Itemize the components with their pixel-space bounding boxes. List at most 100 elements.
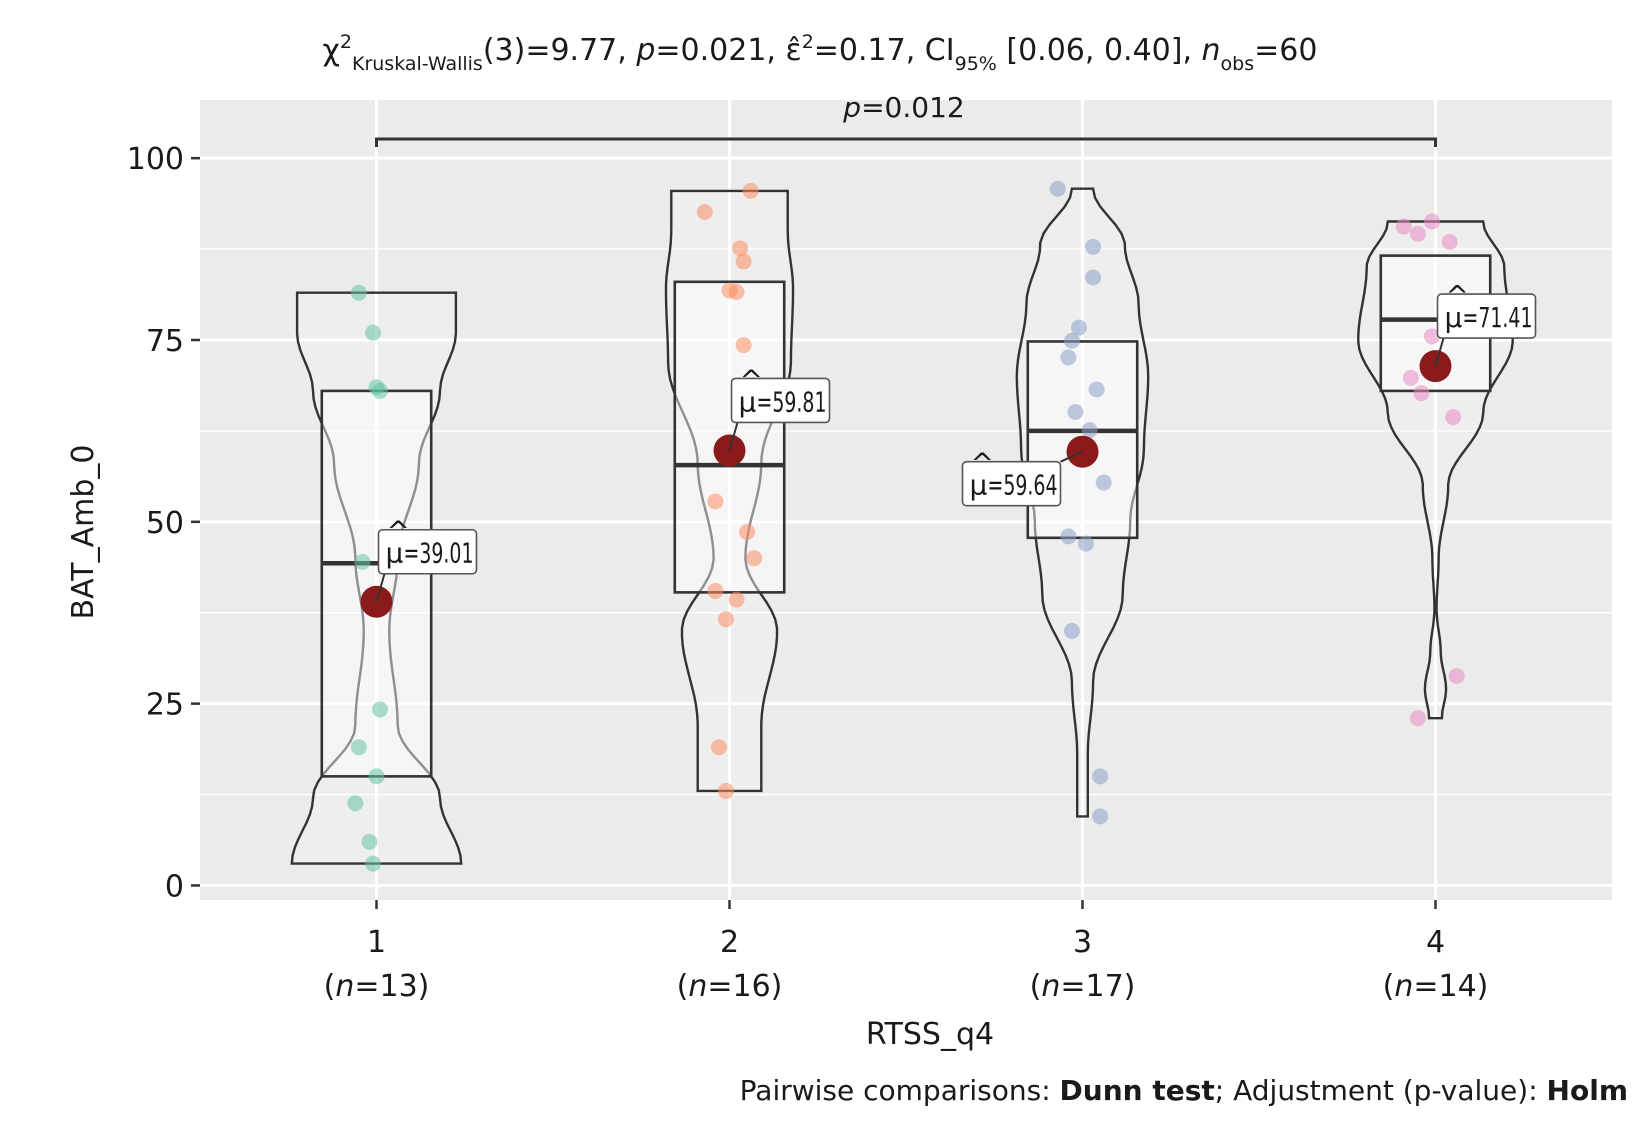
group-n-symbol: n	[1041, 969, 1060, 1004]
caption-method: Dunn test	[1060, 1074, 1215, 1107]
y-tick-label: 75	[146, 324, 184, 359]
mean-label-mu: μ	[739, 385, 757, 418]
caption-part-a: Pairwise comparisons:	[740, 1074, 1060, 1107]
title-eps-sup: 2	[802, 31, 814, 53]
data-point	[1423, 213, 1440, 230]
group-n-open: (	[324, 969, 336, 1004]
title-n: n	[1202, 33, 1221, 68]
title-chi-sub: Kruskal-Wallis	[352, 53, 483, 75]
pairwise-bracket	[375, 137, 1437, 147]
data-point	[728, 591, 745, 608]
x-axis-title: RTSS_q4	[866, 1017, 994, 1052]
data-point	[347, 795, 364, 812]
mean-label-mu: μ	[1445, 301, 1463, 334]
data-point	[1409, 710, 1426, 727]
data-point	[1085, 238, 1102, 255]
data-point	[350, 739, 367, 756]
x-group-n-label: (n=14)	[1383, 969, 1489, 1004]
title-chi-rest: (3)=9.77,	[483, 33, 637, 68]
data-point	[1445, 409, 1462, 426]
x-tick-label: 3	[1073, 925, 1092, 960]
mean-label-value: =59.64	[988, 469, 1058, 502]
x-group-n-label: (n=13)	[324, 969, 430, 1004]
y-tick-label: 0	[165, 869, 184, 904]
y-tick-label: 25	[146, 688, 184, 723]
mean-label-value: =39.01	[404, 537, 474, 570]
data-point	[350, 284, 367, 301]
x-tick-label: 4	[1426, 925, 1445, 960]
data-point	[1092, 808, 1109, 825]
group-n-open: (	[677, 969, 689, 1004]
data-point	[372, 382, 389, 399]
group-3: μ^=59.64	[961, 180, 1150, 825]
mean-label-mu: μ	[386, 537, 404, 570]
pairwise-comparison	[375, 137, 1437, 147]
group-n-count: =14)	[1413, 969, 1488, 1004]
data-point	[364, 324, 381, 341]
violin	[1015, 187, 1150, 818]
violin	[1357, 220, 1514, 720]
group-n-symbol: n	[335, 969, 354, 1004]
title-ci-sub: 95%	[955, 53, 997, 75]
data-point	[372, 701, 389, 718]
mean-label-box	[961, 460, 1062, 507]
title-eps: ε̂	[785, 33, 801, 68]
data-point	[364, 855, 381, 872]
title-eps-rest: =0.17, CI	[814, 33, 955, 68]
group-2: μ^=59.81	[664, 182, 831, 799]
mean-label-box	[730, 377, 831, 424]
chart-title: χ2Kruskal-Wallis(3)=9.77, p=0.021, ε̂2=0…	[323, 31, 1318, 75]
data-point	[1402, 369, 1419, 386]
title-p-rest: =0.021,	[655, 33, 785, 68]
data-point	[1088, 381, 1105, 398]
mean-label-mu: μ	[970, 469, 988, 502]
data-point	[1409, 225, 1426, 242]
mean-label-box	[377, 528, 478, 575]
data-point	[742, 182, 759, 199]
data-point	[1060, 349, 1077, 366]
x-group-n-label: (n=17)	[1030, 969, 1136, 1004]
mean-label-hat: ^	[740, 363, 763, 396]
data-point	[1441, 233, 1458, 250]
data-point	[735, 253, 752, 270]
pairwise-p-label: p=0.012	[842, 91, 964, 124]
data-point	[1067, 404, 1084, 420]
x-tick-label: 1	[367, 925, 386, 960]
group-1: μ^=39.01	[290, 284, 478, 872]
data-point	[710, 739, 727, 756]
title-chi: χ	[323, 33, 340, 68]
mean-label-hat: ^	[971, 447, 994, 480]
mean-label-connector	[375, 573, 386, 603]
data-point	[361, 833, 378, 850]
title-chi-sup: 2	[340, 31, 352, 53]
caption-adjustment: Holm	[1547, 1074, 1628, 1107]
data-point	[1063, 622, 1080, 639]
caption-part-c: ; Adjustment (p-value):	[1215, 1074, 1547, 1107]
data-point	[1070, 319, 1087, 336]
title-ci-rest: [0.06, 0.40],	[997, 33, 1202, 68]
mean-label-value: =71.41	[1463, 301, 1533, 334]
data-point	[732, 240, 749, 257]
title-n-rest: =60	[1254, 33, 1317, 68]
data-point	[1049, 180, 1066, 197]
caption: Pairwise comparisons: Dunn test; Adjustm…	[740, 1074, 1628, 1107]
y-tick-label: 50	[146, 506, 184, 541]
box	[320, 389, 433, 778]
violin	[664, 189, 795, 793]
data-point	[717, 611, 734, 628]
data-point	[739, 524, 756, 540]
data-point	[1092, 768, 1109, 785]
data-point	[728, 284, 745, 300]
mean-label-connector	[728, 422, 739, 451]
data-point	[354, 553, 371, 570]
mean-label-connector	[1060, 450, 1083, 463]
data-point	[1085, 269, 1102, 286]
data-point	[735, 337, 752, 354]
data-point	[696, 204, 713, 220]
data-point	[1095, 474, 1112, 491]
mean-label-value: =59.81	[757, 385, 827, 418]
data-point	[707, 493, 724, 510]
group-n-count: =13)	[354, 969, 429, 1004]
